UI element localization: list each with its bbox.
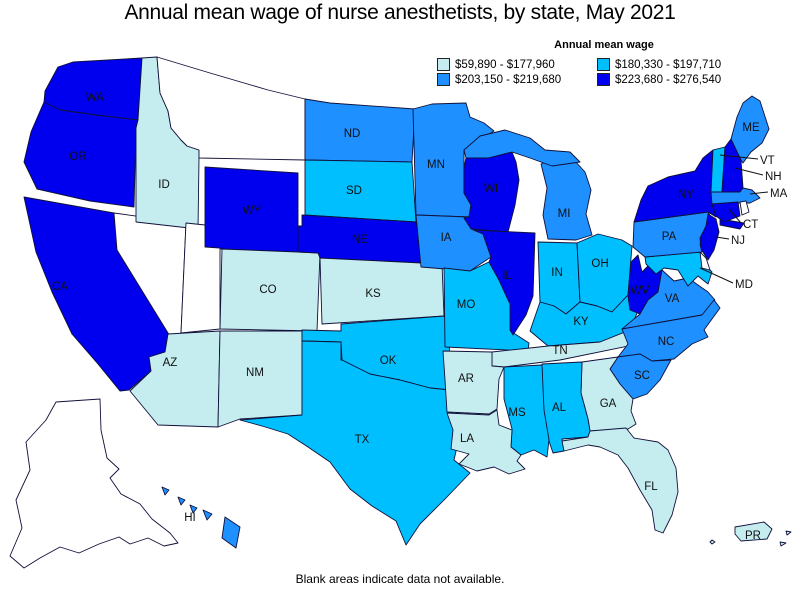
state-label-al: AL bbox=[552, 402, 567, 414]
state-ny bbox=[633, 149, 717, 223]
state-me bbox=[730, 95, 770, 164]
legend-swatch-4 bbox=[597, 73, 610, 86]
state-label-wv: WV bbox=[631, 285, 650, 297]
state-label-wa: WA bbox=[86, 92, 104, 104]
state-pr bbox=[779, 541, 787, 547]
state-ct bbox=[711, 201, 741, 223]
legend-label-1: $59,890 - $177,960 bbox=[455, 58, 555, 71]
state-label-ga: GA bbox=[600, 398, 617, 410]
state-label-oh: OH bbox=[591, 258, 608, 270]
state-mi bbox=[540, 155, 593, 241]
state-label-wi: WI bbox=[484, 183, 498, 195]
state-label-md: MD bbox=[735, 279, 753, 291]
state-label-ia: IA bbox=[441, 232, 452, 244]
state-mt bbox=[156, 56, 306, 161]
state-fl bbox=[561, 427, 679, 534]
state-ks bbox=[319, 257, 445, 325]
state-label-pa: PA bbox=[662, 231, 677, 243]
state-label-mi: MI bbox=[558, 208, 571, 220]
state-label-ny: NY bbox=[678, 189, 694, 201]
state-label-pr: PR bbox=[745, 530, 761, 542]
page-title: Annual mean wage of nurse anesthetists, … bbox=[124, 1, 676, 24]
legend-swatch-1 bbox=[437, 58, 450, 71]
state-label-co: CO bbox=[259, 284, 276, 296]
state-or bbox=[23, 101, 139, 208]
legend: Annual mean wage $59,890 - $177,960 $180… bbox=[437, 39, 771, 86]
state-hi bbox=[221, 516, 241, 549]
state-hi bbox=[161, 486, 170, 496]
legend-item-3: $203,150 - $219,680 bbox=[437, 73, 597, 86]
state-label-wy: WY bbox=[243, 205, 262, 217]
legend-item-4: $223,680 - $276,540 bbox=[597, 73, 771, 86]
map-footnote: Blank areas indicate data not available. bbox=[295, 572, 505, 586]
leader-line-ma bbox=[749, 191, 769, 195]
state-hi bbox=[202, 509, 213, 521]
leader-line-nh bbox=[734, 167, 764, 176]
legend-swatch-2 bbox=[597, 58, 610, 71]
leader-line-nj bbox=[715, 236, 730, 240]
state-label-sc: SC bbox=[634, 370, 650, 382]
state-label-me: ME bbox=[742, 122, 760, 134]
legend-label-4: $223,680 - $276,540 bbox=[615, 73, 722, 86]
state-il bbox=[472, 229, 536, 336]
state-label-ma: MA bbox=[770, 188, 788, 200]
legend-item-2: $180,330 - $197,710 bbox=[597, 58, 771, 71]
state-label-az: AZ bbox=[163, 357, 178, 369]
state-label-ar: AR bbox=[458, 373, 474, 385]
state-label-nj: NJ bbox=[731, 235, 745, 247]
legend-label-3: $203,150 - $219,680 bbox=[455, 73, 562, 86]
legend-swatch-3 bbox=[437, 73, 450, 86]
state-label-nm: NM bbox=[246, 367, 264, 379]
state-nj bbox=[699, 213, 720, 261]
state-label-mo: MO bbox=[457, 299, 476, 311]
state-de bbox=[699, 251, 711, 271]
state-mi bbox=[463, 129, 581, 167]
state-label-sd: SD bbox=[346, 185, 362, 197]
state-pr bbox=[785, 530, 792, 536]
state-label-fl: FL bbox=[644, 481, 658, 493]
state-label-la: LA bbox=[460, 433, 474, 445]
state-label-vt: VT bbox=[760, 155, 775, 167]
state-nm bbox=[217, 330, 303, 428]
state-hi bbox=[177, 496, 186, 506]
state-label-ne: NE bbox=[352, 234, 368, 246]
state-label-va: VA bbox=[665, 293, 680, 305]
state-tx bbox=[239, 340, 471, 546]
state-label-id: ID bbox=[158, 179, 170, 191]
legend-grid: $59,890 - $177,960 $180,330 - $197,710 $… bbox=[437, 58, 771, 86]
state-label-ms: MS bbox=[508, 407, 526, 419]
leader-line-ct bbox=[728, 208, 742, 224]
state-label-ct: CT bbox=[743, 219, 758, 231]
state-co bbox=[219, 248, 321, 332]
state-ri bbox=[739, 200, 750, 216]
state-pr bbox=[709, 539, 716, 545]
state-label-nc: NC bbox=[658, 336, 675, 348]
legend-label-2: $180,330 - $197,710 bbox=[615, 58, 722, 71]
leader-line-vt bbox=[719, 154, 759, 160]
state-label-ky: KY bbox=[573, 316, 589, 328]
state-label-in: IN bbox=[551, 267, 563, 279]
state-label-hi: HI bbox=[184, 512, 196, 524]
state-label-ok: OK bbox=[380, 355, 397, 367]
state-label-ca: CA bbox=[52, 281, 68, 293]
state-label-tx: TX bbox=[355, 434, 370, 446]
leader-line-md bbox=[699, 267, 734, 284]
state-hi bbox=[189, 504, 198, 514]
state-label-nd: ND bbox=[344, 128, 361, 140]
state-ar bbox=[442, 350, 505, 415]
state-ms bbox=[503, 364, 550, 458]
state-label-or: OR bbox=[69, 151, 86, 163]
state-pr bbox=[734, 521, 773, 542]
state-label-mn: MN bbox=[427, 159, 445, 171]
state-label-il: IL bbox=[502, 270, 512, 282]
state-la bbox=[446, 409, 526, 475]
legend-title: Annual mean wage bbox=[554, 39, 654, 51]
state-label-ks: KS bbox=[365, 288, 381, 300]
state-label-nh: NH bbox=[765, 171, 782, 183]
legend-item-1: $59,890 - $177,960 bbox=[437, 58, 597, 71]
state-ak bbox=[9, 398, 179, 569]
state-label-tn: TN bbox=[552, 345, 567, 357]
